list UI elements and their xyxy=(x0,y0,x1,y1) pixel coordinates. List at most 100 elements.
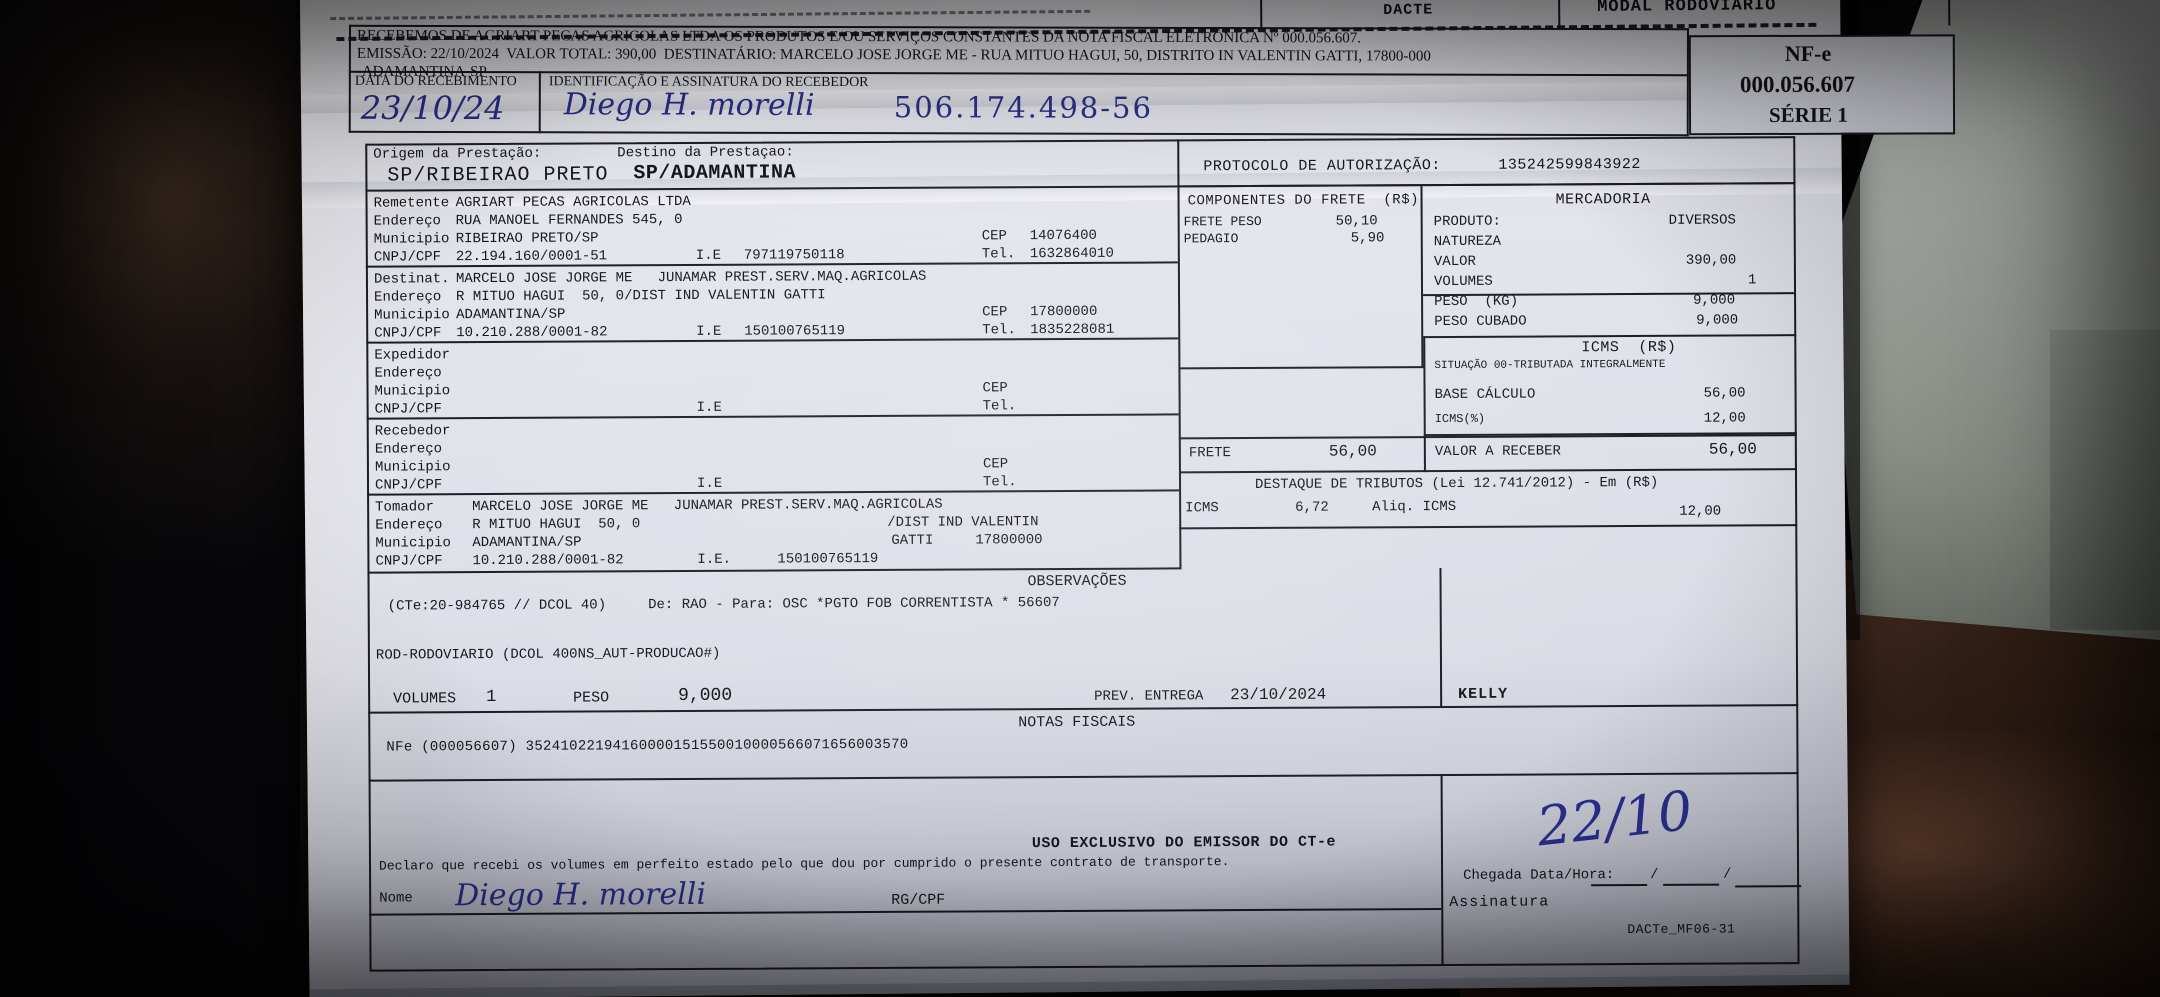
valor-receber-value: 56,00 xyxy=(1708,440,1757,459)
rgcpf-label: RG/CPF xyxy=(891,891,946,909)
expedidor-label: Expedidor xyxy=(374,347,451,364)
destinatario-ie-label: I.E xyxy=(696,323,722,340)
tomador-cnpj: 10.210.288/0001-82 xyxy=(472,552,624,570)
observacoes-peso-label: PESO xyxy=(573,689,610,707)
remetente-label: Remetente xyxy=(373,195,450,212)
destinatario-ie: 150100765119 xyxy=(744,323,846,340)
stub-rule-divider xyxy=(538,71,541,134)
chegada-slash-1: / xyxy=(1650,866,1659,883)
mercadoria-peso-label: PESO (KG) xyxy=(1434,293,1519,311)
uso-exclusivo-title: USO EXCLUSIVO DO EMISSOR DO CT-e xyxy=(1031,833,1336,853)
stub-rule-left xyxy=(348,24,351,133)
receipt-line-1: RECEBEMOS DE AGRIART PECAS AGRICOLAS LTD… xyxy=(356,27,1361,47)
observacoes-peso-value: 9,000 xyxy=(678,685,733,707)
pedagio-value: 5,90 xyxy=(1350,230,1385,247)
operador-name: KELLY xyxy=(1458,685,1509,703)
remetente-name: AGRIART PECAS AGRICOLAS LTDA xyxy=(455,193,691,212)
observacoes-line-2: ROD-RODOVIARIO (DCOL 400NS_AUT-PRODUCAO#… xyxy=(375,645,721,664)
totais-divider xyxy=(1423,436,1426,473)
recebedor-ie-label: I.E xyxy=(696,475,723,492)
header-strip-right-rule xyxy=(1948,0,1951,26)
destinatario-cep: 17800000 xyxy=(1030,303,1098,321)
notas-fiscais-line: NFe (000056607) 352410221941600001515500… xyxy=(386,736,909,756)
tomador-cep: 17800000 xyxy=(975,532,1043,549)
icms-title: ICMS (R$) xyxy=(1581,338,1677,357)
expedidor-ie-label: I.E xyxy=(696,399,722,416)
icms-aliq-label: ICMS(%) xyxy=(1434,411,1486,427)
icms-base-label: BASE CÁLCULO xyxy=(1434,386,1536,404)
recebedor-endereco-label: Endereço xyxy=(374,441,443,458)
chegada-blank-2 xyxy=(1663,883,1720,886)
expedidor-municipio-label: Municipio xyxy=(374,383,451,400)
chegada-blank-3 xyxy=(1735,885,1802,888)
destinatario-cnpj: 10.210.288/0001-82 xyxy=(456,324,608,342)
mercadoria-volumes-label: VOLUMES xyxy=(1433,273,1493,291)
expedidor-endereco-label: Endereço xyxy=(374,365,442,382)
remetente-cnpj-label: CNPJ/CPF xyxy=(373,249,442,266)
mercadoria-produto-label: PRODUTO: xyxy=(1433,213,1501,231)
protocolo-value: 135242599843922 xyxy=(1498,155,1641,174)
tributos-aliq-value: 12,00 xyxy=(1679,503,1722,520)
destinatario-tel-label: Tel. xyxy=(982,322,1016,339)
tomador-ie-label: I.E. xyxy=(697,551,732,568)
expedidor-block xyxy=(366,339,1179,420)
header-strip-mid-rule xyxy=(1558,0,1561,28)
valor-receber-label: VALOR A RECEBER xyxy=(1434,443,1561,461)
destinatario-endereco: R MITUO HAGUI 50, 0/DIST IND VALENTIN GA… xyxy=(455,287,826,306)
observacoes-volumes-value: 1 xyxy=(486,687,497,708)
assinatura-label: Assinatura xyxy=(1449,893,1550,911)
destinatario-endereco-label: Endereço xyxy=(374,289,442,306)
remetente-ie-label: I.E xyxy=(695,247,722,264)
icms-aliq-value: 12,00 xyxy=(1703,410,1746,427)
tributos-icms-label: ICMS xyxy=(1185,500,1219,517)
observacoes-volumes-label: VOLUMES xyxy=(393,690,457,708)
mercadoria-peso-cubado-value: 9,000 xyxy=(1696,312,1739,329)
receipt-stub: RECEBEMOS DE AGRIART PECAS AGRICOLAS LTD… xyxy=(348,24,1689,137)
remetente-cep-label: CEP xyxy=(981,228,1007,245)
remetente-municipio-label: Municipio xyxy=(373,231,450,248)
recebedor-block xyxy=(366,415,1180,496)
mercadoria-valor-value: 390,00 xyxy=(1685,252,1737,269)
frete-total-label: FRETE xyxy=(1188,445,1231,462)
chegada-slash-2: / xyxy=(1723,866,1732,883)
pedagio-label: PEDAGIO xyxy=(1183,231,1239,247)
componentes-frete-title: COMPONENTES DO FRETE (R$) xyxy=(1187,192,1420,210)
tomador-endereco: R MITUO HAGUI 50, 0 xyxy=(472,516,641,534)
expedidor-cep-label: CEP xyxy=(982,380,1008,397)
tomador-endereco-label: Endereço xyxy=(375,517,443,534)
dacte-main-frame: Origem da Prestação: SP/RIBEIRAO PRETO D… xyxy=(365,136,1802,972)
frete-peso-label: FRETE PESO xyxy=(1183,213,1262,230)
remetente-tel-label: Tel. xyxy=(981,246,1016,263)
frete-total-value: 56,00 xyxy=(1328,442,1377,461)
receipt-date-handwritten: 23/10/24 xyxy=(360,88,505,128)
expedidor-tel-label: Tel. xyxy=(982,398,1017,415)
origem-label: Origem da Prestação: xyxy=(373,145,542,163)
background-grey-strip xyxy=(2050,330,2160,630)
mercadoria-title: MERCADORIA xyxy=(1555,190,1651,209)
prev-entrega-label: PREV. ENTREGA xyxy=(1094,688,1204,705)
tomador-municipio-cont: GATTI xyxy=(891,532,934,549)
remetente-cep: 14076400 xyxy=(1029,227,1097,245)
recebedor-municipio-label: Municipio xyxy=(374,459,451,476)
nome-label: Nome xyxy=(379,890,413,907)
nfe-series: SÉRIE 1 xyxy=(1768,102,1848,127)
tributos-icms-value: 6,72 xyxy=(1295,499,1329,516)
receipt-line-2: EMISSÃO: 22/10/2024 VALOR TOTAL: 390,00 … xyxy=(356,45,1431,65)
mercadoria-produto-value: DIVERSOS xyxy=(1668,212,1736,229)
remetente-endereco: RUA MANOEL FERNANDES 545, 0 xyxy=(455,211,683,230)
tomador-endereco-cont: /DIST IND VALENTIN xyxy=(887,514,1039,531)
remetente-tel: 1632864010 xyxy=(1029,245,1114,263)
remetente-ie: 797119750118 xyxy=(743,247,845,264)
chegada-label: Chegada Data/Hora: xyxy=(1463,867,1615,884)
header-strip-left-rule xyxy=(1260,0,1263,31)
frete-peso-value: 50,10 xyxy=(1335,213,1378,230)
icms-situacao: SITUAÇÃO 00-TRIBUTADA INTEGRALMENTE xyxy=(1434,358,1666,373)
tomador-cnpj-label: CNPJ/CPF xyxy=(375,553,443,570)
destinatario-name: MARCELO JOSE JORGE ME JUNAMAR PREST.SERV… xyxy=(455,268,927,288)
origem-value: SP/RIBEIRAO PRETO xyxy=(387,163,609,188)
expedidor-cnpj-label: CNPJ/CPF xyxy=(374,401,442,418)
mercadoria-volumes-value: 1 xyxy=(1747,272,1757,289)
mercadoria-peso-value: 9,000 xyxy=(1693,292,1736,309)
mercadoria-valor-label: VALOR xyxy=(1433,253,1476,271)
